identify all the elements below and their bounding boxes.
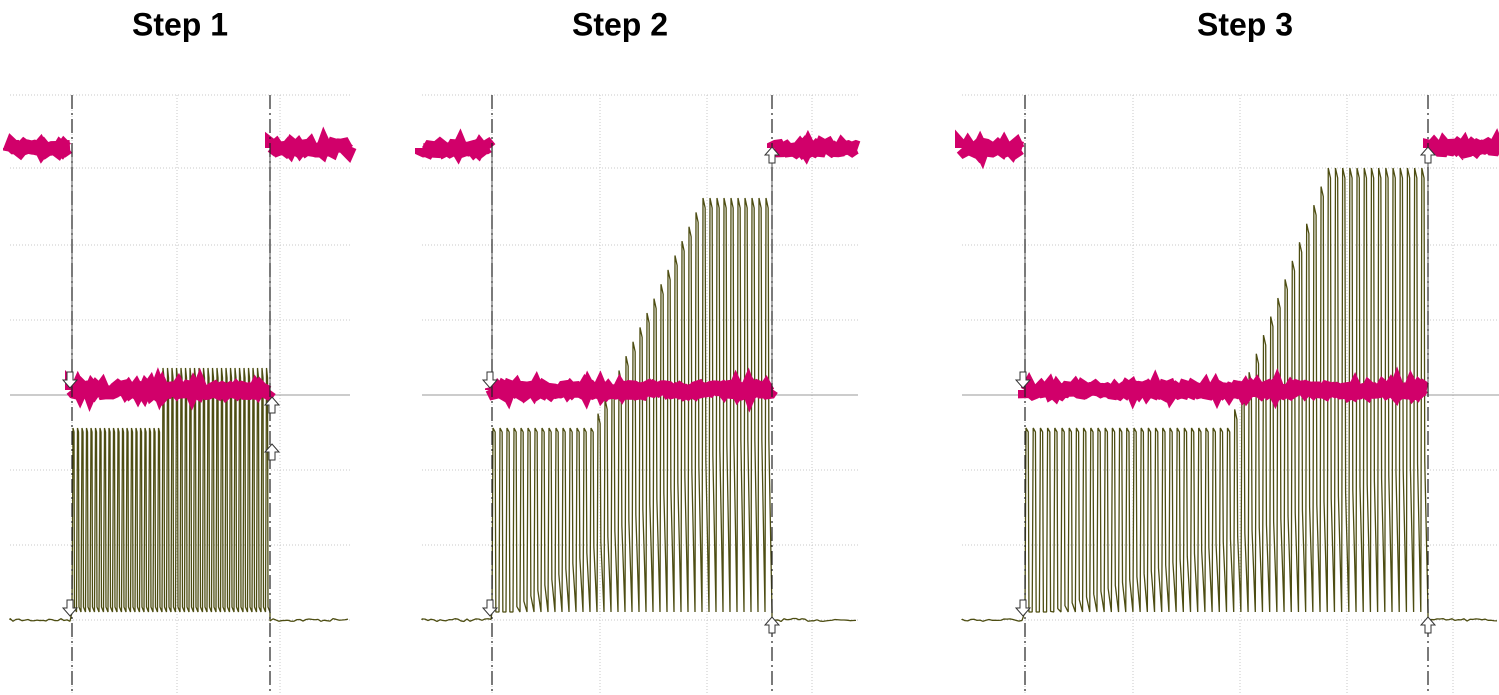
control-trace [72, 387, 270, 393]
control-trace [962, 145, 1022, 151]
panel-title: Step 1 [132, 6, 228, 42]
figure: Step 1 Step 2 Step 3 [0, 0, 1499, 695]
control-trace [1025, 387, 1427, 393]
cursor-arrow [483, 600, 497, 616]
panel-title: Step 2 [572, 6, 668, 42]
scope-panel [10, 95, 350, 695]
scope-panel [422, 95, 858, 695]
control-trace [272, 145, 350, 151]
signal-trace [10, 368, 348, 621]
signal-trace [422, 198, 856, 621]
control-trace [492, 387, 772, 393]
scope-panel [962, 95, 1499, 695]
control-trace [422, 145, 490, 150]
panel-title: Step 3 [1197, 6, 1293, 42]
control-trace [1430, 145, 1498, 151]
control-trace [774, 145, 858, 151]
cursor-arrow [1016, 600, 1030, 616]
control-trace [10, 145, 70, 150]
